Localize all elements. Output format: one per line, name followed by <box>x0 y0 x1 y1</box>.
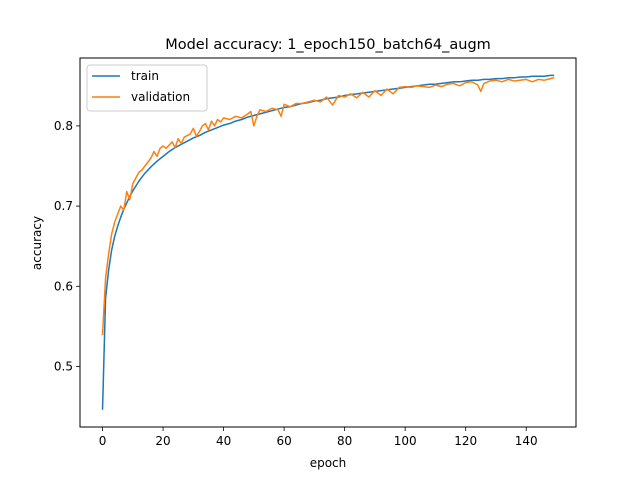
legend-label-train: train <box>131 69 159 83</box>
y-tick-label: 0.7 <box>54 199 73 213</box>
series-line-train <box>101 74 555 410</box>
x-tick-label: 140 <box>515 434 538 448</box>
plot-frame <box>79 57 577 428</box>
x-tick-label: 100 <box>394 434 417 448</box>
x-tick-label: 0 <box>99 434 107 448</box>
x-axis: 0 20 40 60 80 100 120 140 <box>99 427 538 448</box>
x-tick-label: 120 <box>454 434 477 448</box>
legend-label-validation: validation <box>131 90 190 104</box>
plot-area <box>101 74 555 410</box>
x-tick-label: 40 <box>216 434 231 448</box>
y-tick-label: 0.8 <box>54 119 73 133</box>
x-axis-label: epoch <box>310 456 347 470</box>
legend: train validation <box>86 64 208 112</box>
y-axis-label: accuracy <box>30 216 44 270</box>
x-tick-label: 20 <box>155 434 170 448</box>
y-tick-label: 0.5 <box>54 359 73 373</box>
y-tick-label: 0.6 <box>54 279 73 293</box>
y-axis: 0.5 0.6 0.7 0.8 <box>54 119 80 373</box>
x-tick-label: 80 <box>337 434 352 448</box>
series-line-validation <box>101 76 555 336</box>
x-tick-label: 60 <box>276 434 291 448</box>
chart-title: Model accuracy: 1_epoch150_batch64_augm <box>165 37 491 53</box>
